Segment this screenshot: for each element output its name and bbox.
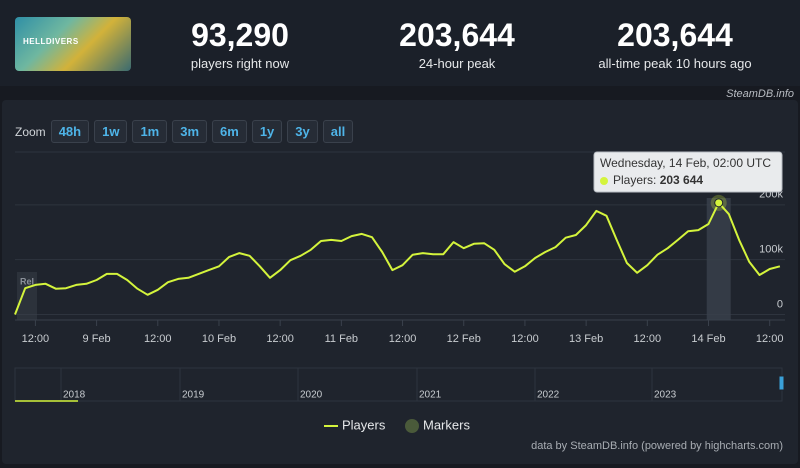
x-tick-label: 12:00 (266, 333, 294, 345)
legend-label: Markers (423, 417, 470, 432)
navigator-label: 2018 (63, 390, 86, 401)
stat-value: 203,644 (617, 17, 733, 53)
navigator-label: 2019 (182, 390, 205, 401)
zoom-button[interactable]: all (322, 120, 354, 143)
tooltip-label: Players: (613, 173, 656, 187)
tooltip-text: Players: 203 644 (613, 173, 703, 187)
tooltip-swatch (600, 177, 608, 185)
y-tick-label: 100k (759, 244, 783, 256)
zoom-button[interactable]: 48h (50, 120, 90, 143)
y-tick-label: 0 (777, 298, 783, 310)
stat: 93,290 players right now (140, 18, 340, 71)
x-tick-label: 11 Feb (325, 333, 358, 345)
x-tick-label: 13 Feb (569, 333, 603, 345)
legend-label: Players (342, 417, 386, 432)
tooltip-title: Wednesday, 14 Feb, 02:00 UTC (600, 156, 771, 170)
release-label: Rel (20, 276, 34, 286)
tooltip-box (593, 151, 783, 193)
navigator-handle (778, 375, 785, 391)
x-tick-label: 12:00 (756, 333, 784, 345)
navigator-label: 2022 (537, 390, 560, 401)
x-tick-label: 12:00 (511, 333, 539, 345)
x-tick-label: 14 Feb (691, 333, 725, 345)
x-tick-label: 12 Feb (447, 333, 481, 345)
stat-label: 24-hour peak (418, 56, 496, 71)
stat-value: 93,290 (191, 17, 289, 53)
stat: 203,644 24-hour peak (357, 18, 557, 71)
x-tick-label: 12:00 (634, 333, 662, 345)
x-tick-label: 10 Feb (202, 333, 236, 345)
x-tick-label: 12:00 (22, 333, 50, 345)
navigator-label: 2023 (654, 390, 677, 401)
game-thumbnail: HELLDIVERS (15, 17, 131, 71)
zoom-button[interactable]: 1y (251, 120, 283, 143)
hover-band (706, 198, 731, 320)
x-tick-label: 9 Feb (83, 333, 111, 345)
game-logo: HELLDIVERS (23, 37, 79, 46)
credit: SteamDB.info (726, 88, 794, 100)
stats-bar: HELLDIVERS 93,290 players right now 203,6… (0, 0, 800, 86)
stat: 203,644 all-time peak 10 hours ago (575, 18, 775, 71)
zoom-label: Zoom (15, 124, 46, 139)
zoom-button[interactable]: 3y (287, 120, 318, 143)
footer-credit: data by SteamDB.info (powered by highcha… (531, 440, 783, 452)
tooltip: Wednesday, 14 Feb, 02:00 UTC Players: 203… (593, 151, 783, 193)
zoom-button[interactable]: 1m (132, 120, 168, 143)
release-band (17, 272, 37, 320)
tooltip-value: 203 644 (660, 173, 704, 187)
navigator-label: 2020 (300, 390, 323, 401)
zoom-button[interactable]: 1w (94, 120, 128, 143)
x-tick-label: 12:00 (144, 333, 172, 345)
stat-label: players right now (190, 56, 290, 71)
stat-value: 203,644 (399, 17, 515, 53)
series-line (14, 201, 781, 315)
legend-swatch (405, 419, 419, 433)
zoom-button[interactable]: 3m (172, 120, 208, 143)
zoom-bar: Zoom 48h 1w 1m 3m 6m 1y 3y all (15, 120, 354, 143)
hover-point (714, 198, 724, 208)
zoom-button[interactable]: 6m (212, 120, 247, 143)
x-tick-label: 12:00 (389, 333, 417, 345)
navigator-label: 2021 (419, 390, 442, 401)
stat-label: all-time peak 10 hours ago (598, 56, 752, 71)
